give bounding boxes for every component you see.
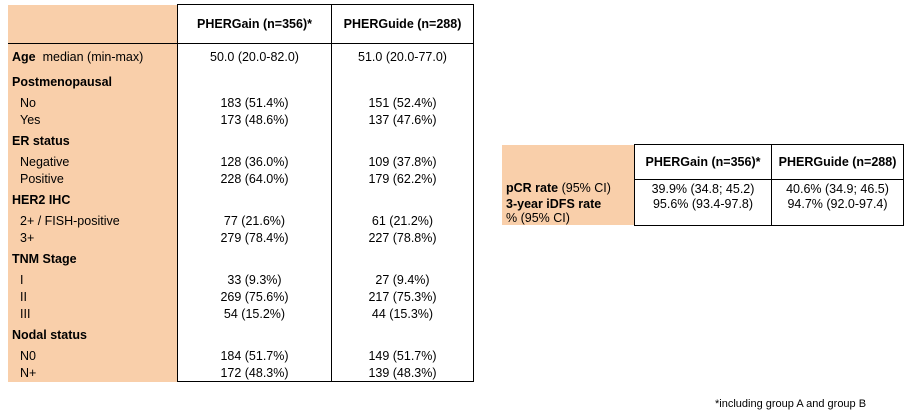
pherguide-value: 151 (52.4%) — [331, 94, 474, 111]
phergain-value: 172 (48.3%) — [177, 364, 332, 382]
row-label: I — [8, 271, 178, 288]
row-label: 3+ — [8, 229, 178, 246]
row-label: III — [8, 305, 178, 322]
table-header-row: PHERGain (n=356)* PHERGuide (n=288) — [8, 4, 474, 44]
table-row: N+ 172 (48.3%) 139 (48.3%) — [8, 364, 474, 382]
table-row: Positive 228 (64.0%) 179 (62.2%) — [8, 170, 474, 187]
phergain-value: 33 (9.3%) — [177, 271, 332, 288]
table-row: I 33 (9.3%) 27 (9.4%) — [8, 271, 474, 288]
table-row: Negative 128 (36.0%) 109 (37.8%) — [8, 153, 474, 170]
row-label: Yes — [8, 111, 178, 128]
phergain-value: 183 (51.4%) — [177, 94, 332, 111]
pherguide-value: 109 (37.8%) — [331, 153, 474, 170]
phergain-value: 184 (51.7%) — [177, 347, 332, 364]
section-title: HER2 IHC — [8, 187, 178, 212]
pherguide-value: 139 (48.3%) — [331, 364, 474, 382]
header-phergain: PHERGain (n=356)* — [634, 144, 772, 180]
pherguide-value: 61 (21.2%) — [331, 212, 474, 229]
pherguide-value: 44 (15.3%) — [331, 305, 474, 322]
section-her2-ihc: HER2 IHC — [8, 187, 474, 212]
table-row: 3+ 279 (78.4%) 227 (78.8%) — [8, 229, 474, 246]
section-postmenopausal: Postmenopausal — [8, 69, 474, 94]
baseline-characteristics-table: PHERGain (n=356)* PHERGuide (n=288) Age … — [8, 4, 474, 382]
section-title: TNM Stage — [8, 246, 178, 271]
age-phergain: 50.0 (20.0-82.0) — [177, 43, 332, 69]
outcomes-table: PHERGain (n=356)* PHERGuide (n=288) pCR … — [502, 144, 904, 226]
age-label: Age median (min-max) — [8, 43, 178, 69]
header-pherguide: PHERGuide (n=288) — [331, 4, 474, 44]
phergain-value: 54 (15.2%) — [177, 305, 332, 322]
pherguide-value: 137 (47.6%) — [331, 111, 474, 128]
section-title: ER status — [8, 128, 178, 153]
phergain-value: 279 (78.4%) — [177, 229, 332, 246]
section-title: Postmenopausal — [8, 69, 178, 94]
table-row: Yes 173 (48.6%) 137 (47.6%) — [8, 111, 474, 128]
phergain-value: 173 (48.6%) — [177, 111, 332, 128]
section-title: Nodal status — [8, 322, 178, 347]
header-label-cell — [502, 144, 635, 180]
age-row: Age median (min-max) 50.0 (20.0-82.0) 51… — [8, 43, 474, 69]
pherguide-value: 227 (78.8%) — [331, 229, 474, 246]
row-label: Negative — [8, 153, 178, 170]
idfs-rate-row: 3-year iDFS rate% (95% CI) 95.6% (93.4-9… — [502, 197, 904, 226]
phergain-value: 77 (21.6%) — [177, 212, 332, 229]
table-row: III 54 (15.2%) 44 (15.3%) — [8, 305, 474, 322]
phergain-value: 269 (75.6%) — [177, 288, 332, 305]
pherguide-value: 40.6% (34.9; 46.5) — [771, 179, 904, 197]
row-label: N0 — [8, 347, 178, 364]
row-label: N+ — [8, 364, 178, 382]
table-row: 2+ / FISH-positive 77 (21.6%) 61 (21.2%) — [8, 212, 474, 229]
pherguide-value: 179 (62.2%) — [331, 170, 474, 187]
table-row: No 183 (51.4%) 151 (52.4%) — [8, 94, 474, 111]
row-label: Positive — [8, 170, 178, 187]
pherguide-value: 149 (51.7%) — [331, 347, 474, 364]
phergain-value: 228 (64.0%) — [177, 170, 332, 187]
pcr-rate-row: pCR rate (95% CI) 39.9% (34.8; 45.2) 40.… — [502, 179, 904, 197]
pherguide-value: 94.7% (92.0-97.4) — [771, 197, 904, 226]
section-er-status: ER status — [8, 128, 474, 153]
row-label: No — [8, 94, 178, 111]
phergain-value: 95.6% (93.4-97.8) — [634, 197, 772, 226]
section-tnm-stage: TNM Stage — [8, 246, 474, 271]
phergain-value: 39.9% (34.8; 45.2) — [634, 179, 772, 197]
pherguide-value: 217 (75.3%) — [331, 288, 474, 305]
row-label: II — [8, 288, 178, 305]
table-row: II 269 (75.6%) 217 (75.3%) — [8, 288, 474, 305]
table-header-row: PHERGain (n=356)* PHERGuide (n=288) — [502, 144, 904, 180]
row-label: 2+ / FISH-positive — [8, 212, 178, 229]
footnote: *including group A and group B — [715, 398, 867, 410]
pherguide-value: 27 (9.4%) — [331, 271, 474, 288]
header-pherguide: PHERGuide (n=288) — [771, 144, 904, 180]
section-nodal-status: Nodal status — [8, 322, 474, 347]
header-label-cell — [8, 4, 178, 44]
table-row: N0 184 (51.7%) 149 (51.7%) — [8, 347, 474, 364]
age-pherguide: 51.0 (20.0-77.0) — [331, 43, 474, 69]
row-label: pCR rate (95% CI) — [502, 179, 635, 197]
phergain-value: 128 (36.0%) — [177, 153, 332, 170]
header-phergain: PHERGain (n=356)* — [177, 4, 332, 44]
row-label: 3-year iDFS rate% (95% CI) — [502, 197, 635, 225]
